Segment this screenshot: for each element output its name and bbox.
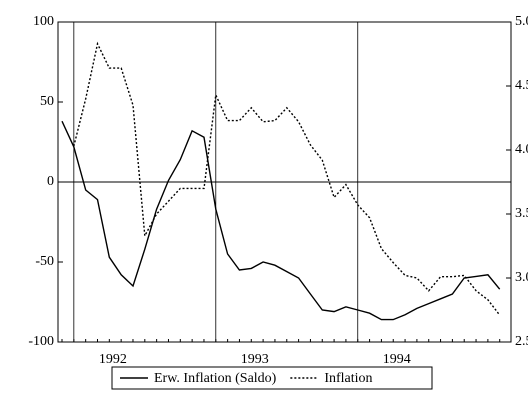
y2-tick-label: 2.5 (515, 334, 528, 349)
y-tick-label: 100 (33, 14, 54, 29)
legend-label: Erw. Inflation (Saldo) (154, 371, 277, 386)
x-tick-label: 1992 (99, 352, 127, 367)
y-tick-label: -50 (35, 254, 54, 269)
y-tick-label: -100 (28, 334, 54, 349)
y2-tick-label: 4.0 (515, 142, 528, 157)
x-tick-label: 1994 (383, 352, 411, 367)
legend-box (111, 366, 433, 390)
series-line (73, 41, 501, 316)
series-line (61, 120, 501, 321)
y-tick-label: 0 (47, 174, 54, 189)
y2-tick-label: 4.5 (515, 78, 528, 93)
x-tick-label: 1993 (241, 352, 269, 367)
y2-tick-label: 3.5 (515, 206, 528, 221)
y-tick-label: 50 (40, 94, 54, 109)
y2-tick-label: 3.0 (515, 270, 528, 285)
y2-tick-label: 5.0 (515, 14, 528, 29)
legend-label: Inflation (324, 371, 372, 386)
